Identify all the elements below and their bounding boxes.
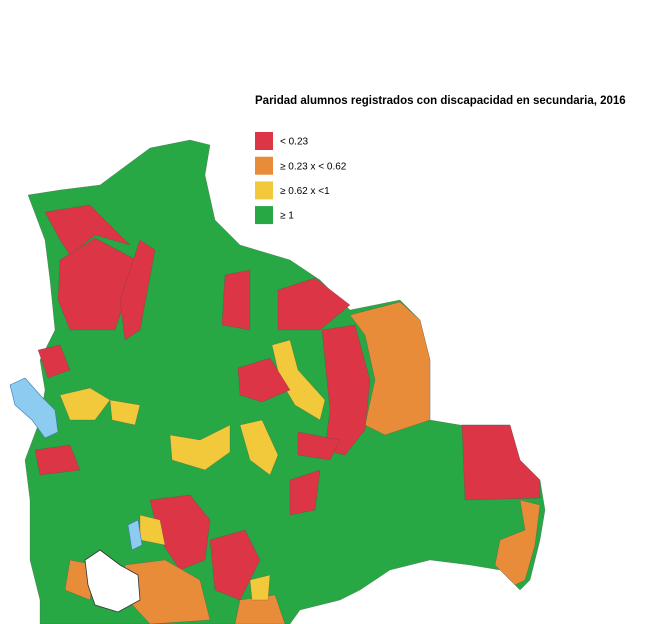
region bbox=[57, 237, 141, 331]
legend-label: ≥ 0.62 x <1 bbox=[280, 186, 330, 197]
legend-swatch bbox=[255, 206, 273, 225]
region bbox=[249, 574, 271, 601]
legend-swatch bbox=[255, 156, 273, 175]
region bbox=[349, 301, 431, 436]
region bbox=[169, 424, 231, 471]
region bbox=[494, 499, 541, 586]
legend-swatch bbox=[255, 132, 273, 150]
legend-label: ≥ 1 bbox=[280, 211, 294, 222]
region bbox=[321, 324, 371, 456]
region bbox=[119, 239, 156, 341]
legend: < 0.23 ≥ 0.23 x < 0.62 ≥ 0.62 x <1 ≥ 1 bbox=[255, 132, 347, 225]
region bbox=[221, 269, 251, 331]
salt-flat bbox=[84, 549, 141, 613]
region bbox=[239, 419, 279, 476]
region bbox=[34, 444, 81, 476]
map bbox=[9, 139, 546, 624]
region bbox=[297, 431, 341, 461]
legend-label: < 0.23 bbox=[280, 137, 309, 148]
map-title: Paridad alumnos registrados con discapac… bbox=[255, 95, 626, 107]
region bbox=[44, 204, 131, 256]
region bbox=[461, 424, 541, 501]
lake bbox=[127, 519, 143, 551]
region bbox=[109, 399, 141, 426]
region bbox=[37, 344, 71, 379]
legend-swatch bbox=[255, 181, 273, 200]
region bbox=[277, 277, 351, 331]
legend-label: ≥ 0.23 x < 0.62 bbox=[280, 161, 347, 172]
region bbox=[59, 387, 111, 421]
region bbox=[289, 469, 321, 516]
region bbox=[237, 357, 291, 403]
lake bbox=[9, 377, 59, 439]
